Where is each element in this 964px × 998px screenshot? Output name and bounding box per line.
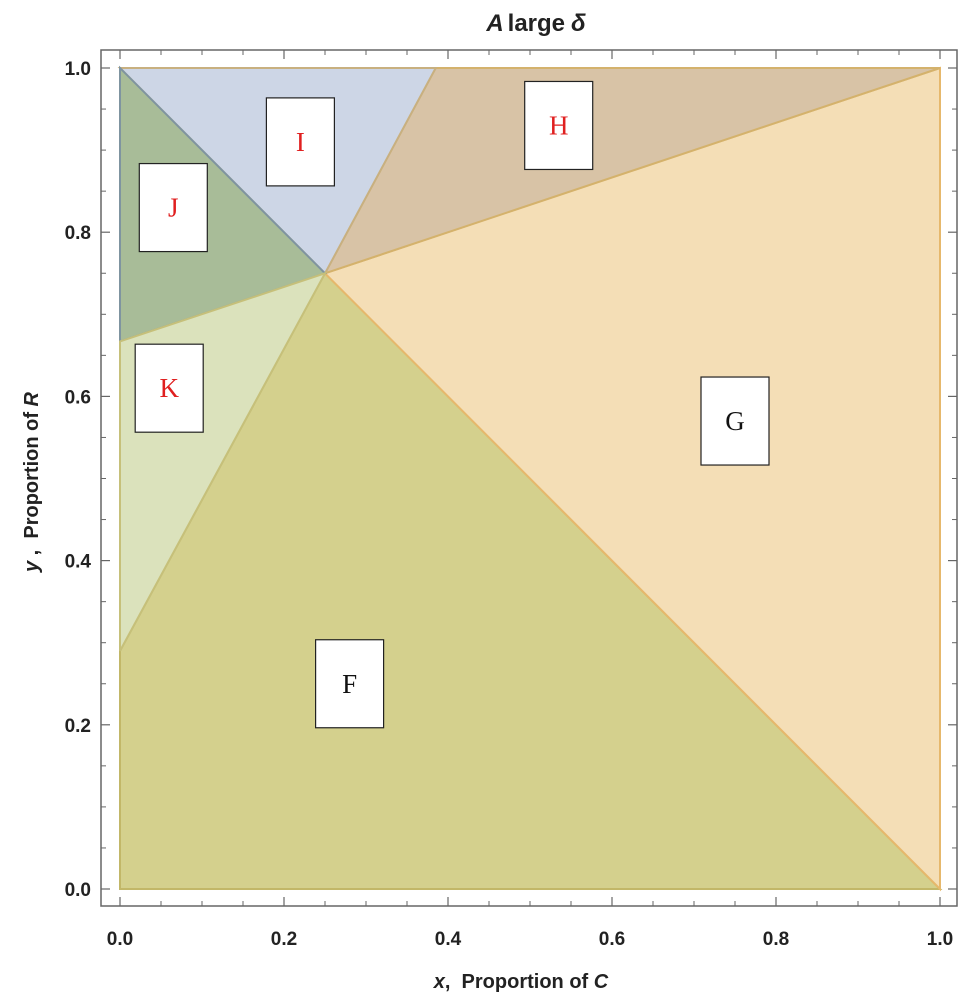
region-label-box [315,639,385,729]
x-axis-label: x, Proportion of C [433,971,609,993]
x-axis-label-text: , Proportion of [445,971,594,993]
chart-title-rest: large [508,10,565,37]
y-tick-label: 0.0 [65,880,91,901]
x-tick-label: 1.0 [927,929,953,950]
region-label-text: K [159,373,179,403]
region-label-box [524,80,594,171]
region-label-text: H [549,110,569,140]
y-axis-label: y , Proportion of R [21,391,43,573]
x-axis-ticks: 0.0 0.2 0.4 0.6 0.8 1.0 [107,50,953,950]
chart-title-symbol: δ [571,10,586,37]
x-axis-label-symbol: C [594,971,609,993]
region-label-text: G [725,406,745,436]
y-axis-ticks: 0.0 0.2 0.4 0.6 0.8 1.0 [65,59,957,901]
x-tick-label: 0.0 [107,929,133,950]
y-tick-label: 0.2 [65,716,91,737]
y-axis-label-text: , Proportion of [21,406,43,560]
y-axis-label-symbol: R [21,391,43,406]
x-tick-label: 0.4 [435,929,462,950]
region-label-box [138,162,208,253]
region-label-text: J [168,193,179,223]
region-label-text: F [342,669,357,699]
y-axis-label-var: y [21,560,43,573]
x-axis-label-var: x [433,971,446,993]
y-tick-label: 1.0 [65,59,91,80]
region-label-k: K [134,343,204,433]
x-tick-label: 0.2 [271,929,297,950]
chart-title-prefix: A [485,10,503,37]
region-label-box [265,97,335,187]
x-tick-label: 0.6 [599,929,625,950]
region-label-i: I [265,97,335,187]
y-tick-label: 0.4 [65,552,92,573]
region-label-box [134,343,204,433]
region-label-g: G [700,376,770,466]
region-labels-layer: F G H I J K [134,80,770,729]
region-label-h: H [524,80,594,171]
y-tick-label: 0.6 [65,387,91,408]
x-tick-label: 0.8 [763,929,789,950]
region-label-text: I [296,127,305,157]
region-label-j: J [138,162,208,253]
y-tick-label: 0.8 [65,223,91,244]
region-label-f: F [315,639,385,729]
region-label-box [700,376,770,466]
regions-layer [117,65,943,892]
